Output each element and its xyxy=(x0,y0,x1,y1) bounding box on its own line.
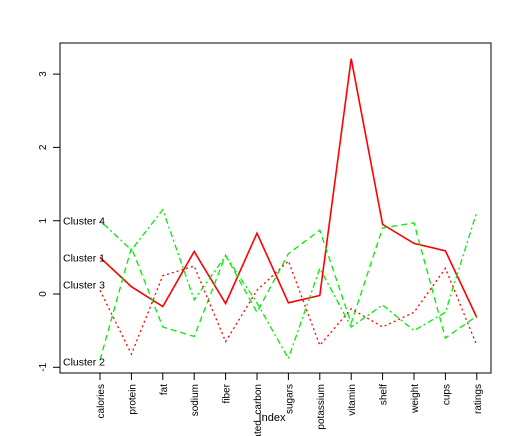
y-tick-label: 2 xyxy=(38,144,49,150)
x-tick-label-potassium: potassium xyxy=(316,384,327,430)
x-axis: calories protein fat sodium fiber rated_carbo… xyxy=(96,373,484,436)
x-tick-label-shelf: shelf xyxy=(379,384,390,405)
annotation-layer: Cluster 4 Cluster 1 Cluster 3 Cluster 2 xyxy=(63,216,105,369)
x-tick-label-fiber: fiber xyxy=(222,383,233,403)
x-tick-label-rated-carbon: rated_carbon xyxy=(253,384,264,436)
annotation-cluster-3: Cluster 3 xyxy=(63,279,105,291)
series-line-cluster-2 xyxy=(100,223,477,360)
plot-frame xyxy=(60,43,491,373)
series-line-cluster-4 xyxy=(100,210,477,359)
x-tick-label-fat: fat xyxy=(159,384,170,395)
series-line-cluster-1 xyxy=(100,59,477,318)
y-tick-label: 3 xyxy=(38,71,49,77)
y-tick-label: 0 xyxy=(38,291,49,297)
x-tick-label-protein: protein xyxy=(127,384,138,415)
y-tick-label: 1 xyxy=(38,217,49,223)
series-line-cluster-3 xyxy=(100,261,477,354)
annotation-cluster-4: Cluster 4 xyxy=(63,216,105,228)
annotation-cluster-1: Cluster 1 xyxy=(63,252,105,264)
x-axis-title: Index xyxy=(259,412,286,424)
annotation-cluster-2: Cluster 2 xyxy=(63,356,105,368)
x-tick-label-ratings: ratings xyxy=(473,384,484,414)
y-axis: -1 0 1 2 3 xyxy=(38,71,60,372)
x-tick-label-sugars: sugars xyxy=(284,384,295,414)
x-tick-label-cups: cups xyxy=(441,384,452,405)
series-layer xyxy=(100,59,477,360)
x-tick-label-sodium: sodium xyxy=(190,384,201,416)
x-tick-label-calories: calories xyxy=(96,384,107,418)
x-tick-label-weight: weight xyxy=(410,384,421,414)
x-tick-label-vitamin: vitamin xyxy=(347,384,358,416)
y-tick-label: -1 xyxy=(38,362,49,371)
